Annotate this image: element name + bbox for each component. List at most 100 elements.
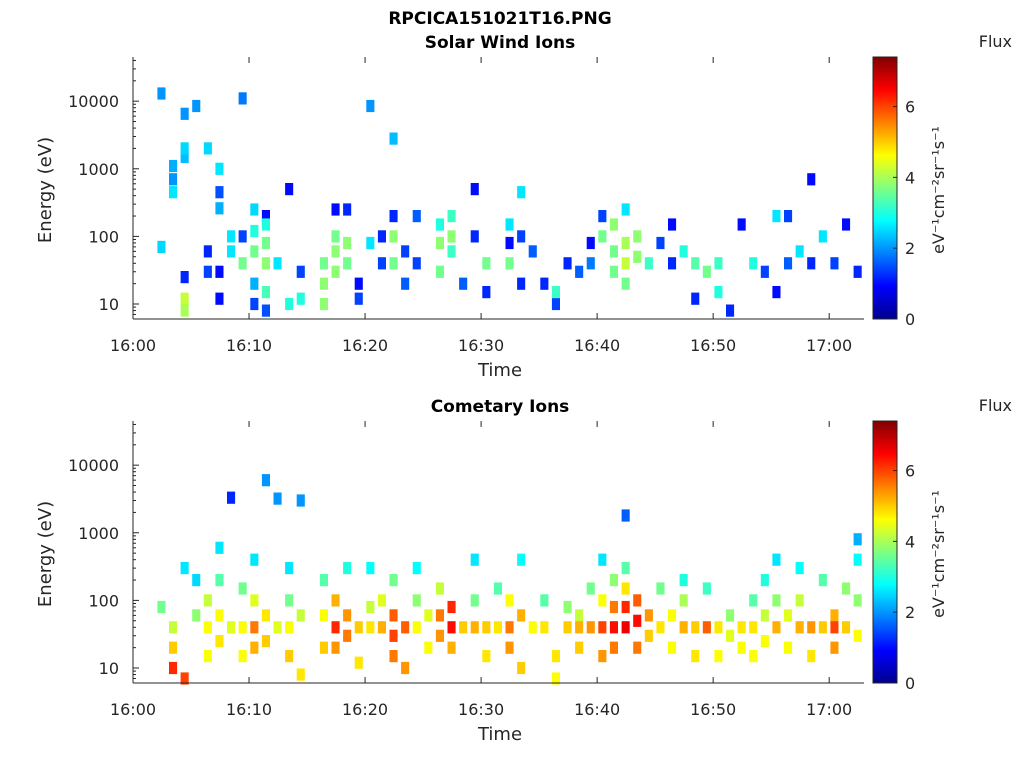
heatmap-cell: [331, 594, 340, 607]
heatmap-cell: [575, 641, 584, 654]
heatmap-cell: [772, 594, 781, 607]
panel-title-solar-wind: Solar Wind Ions: [425, 33, 576, 53]
heatmap-cell: [726, 609, 735, 622]
heatmap-cell: [285, 621, 294, 634]
heatmap-cell: [447, 230, 456, 243]
heatmap-cell: [563, 257, 572, 270]
heatmap-cell: [343, 629, 352, 642]
heatmap-cell: [180, 672, 189, 685]
colorbar-units-solar-wind: eV⁻¹cm⁻²sr⁻¹s⁻¹: [929, 126, 948, 254]
x-axis-label-cometary: Time: [477, 724, 522, 745]
y-tick-label: 10: [99, 659, 119, 678]
heatmap-cell: [818, 230, 827, 243]
x-tick-label: 16:50: [690, 336, 736, 355]
heatmap-cell: [203, 621, 212, 634]
x-tick-label: 16:00: [110, 700, 156, 719]
heatmap-cell: [749, 594, 758, 607]
heatmap-cell: [366, 600, 375, 614]
heatmap-cell: [644, 629, 653, 642]
heatmap-cell: [331, 245, 340, 258]
heatmap-cell: [412, 210, 421, 223]
y-tick-label: 100: [88, 227, 119, 246]
heatmap-cell: [702, 265, 711, 278]
heatmap-cell: [215, 609, 224, 622]
y-tick-label: 1000: [78, 524, 119, 543]
y-axis-label-cometary: Energy (eV): [35, 501, 56, 607]
heatmap-cell: [412, 257, 421, 270]
heatmap-cell: [575, 621, 584, 634]
heatmap-cell: [447, 245, 456, 258]
heatmap-cell: [621, 509, 630, 522]
heatmap-cell: [238, 92, 247, 105]
heatmap-cell: [633, 230, 642, 243]
heatmap-cell: [447, 621, 456, 634]
heatmap-cell: [575, 265, 584, 278]
heatmap-cell: [609, 218, 618, 231]
heatmap-cell: [192, 99, 201, 113]
heatmap-cell: [691, 292, 700, 305]
heatmap-cell: [795, 594, 804, 607]
heatmap-cell: [401, 661, 410, 675]
heatmap-cell: [760, 574, 769, 587]
heatmap-cell: [760, 609, 769, 622]
heatmap-cell: [540, 621, 549, 634]
heatmap-cell: [250, 277, 259, 290]
heatmap-cell: [203, 594, 212, 607]
heatmap-cell: [261, 218, 270, 231]
heatmap-cell: [470, 621, 479, 634]
heatmap-cell: [435, 236, 444, 250]
heatmap-cell: [227, 621, 236, 634]
heatmap-cell: [401, 621, 410, 634]
heatmap-cell: [261, 609, 270, 622]
heatmap-cell: [180, 271, 189, 284]
x-tick-label: 16:30: [458, 336, 504, 355]
heatmap-cell: [609, 245, 618, 258]
heatmap-cell: [609, 574, 618, 587]
panel-title-cometary: Cometary Ions: [431, 397, 570, 417]
heatmap-cell: [482, 286, 491, 299]
heatmap-cell: [609, 600, 618, 614]
heatmap-cell: [250, 594, 259, 607]
heatmap-cell: [795, 562, 804, 575]
heatmap-cell: [714, 650, 723, 663]
heatmap-cell: [435, 609, 444, 622]
heatmap-cell: [238, 230, 247, 243]
heatmap-cell: [482, 650, 491, 663]
colorbar-tick-label: 6: [905, 462, 915, 481]
heatmap-cell: [285, 562, 294, 575]
heatmap-cell: [331, 203, 340, 216]
heatmap-cell: [598, 621, 607, 634]
colorbar-tick-label: 2: [905, 603, 915, 622]
heatmap-cell: [343, 203, 352, 216]
heatmap-cell: [575, 609, 584, 622]
heatmap-cell: [656, 582, 665, 595]
heatmap-cell: [772, 210, 781, 223]
heatmap-cell: [169, 641, 178, 654]
heatmap-cell: [679, 594, 688, 607]
heatmap-cell: [366, 99, 375, 113]
heatmap-cell: [551, 286, 560, 299]
heatmap-cell: [389, 574, 398, 587]
heatmap-cell: [354, 621, 363, 634]
heatmap-cell: [853, 553, 862, 566]
heatmap-cell: [737, 641, 746, 654]
heatmap-cell: [551, 672, 560, 685]
heatmap-cell: [238, 650, 247, 663]
heatmap-cell: [459, 621, 468, 634]
heatmap-cell: [215, 541, 224, 554]
heatmap-cell: [285, 183, 294, 196]
heatmap-cell: [691, 650, 700, 663]
heatmap-cell: [609, 621, 618, 634]
heatmap-cell: [296, 292, 305, 305]
heatmap-cell: [169, 173, 178, 186]
heatmap-cell: [215, 635, 224, 648]
heatmap-cell: [842, 218, 851, 231]
x-tick-label: 16:20: [342, 336, 388, 355]
heatmap-cell: [227, 491, 236, 504]
heatmap-cell: [517, 186, 526, 199]
heatmap-cell: [493, 582, 502, 595]
heatmap-cell: [633, 641, 642, 654]
heatmap-cell: [180, 562, 189, 575]
heatmap-cell: [528, 245, 537, 258]
heatmap-cell: [842, 621, 851, 634]
